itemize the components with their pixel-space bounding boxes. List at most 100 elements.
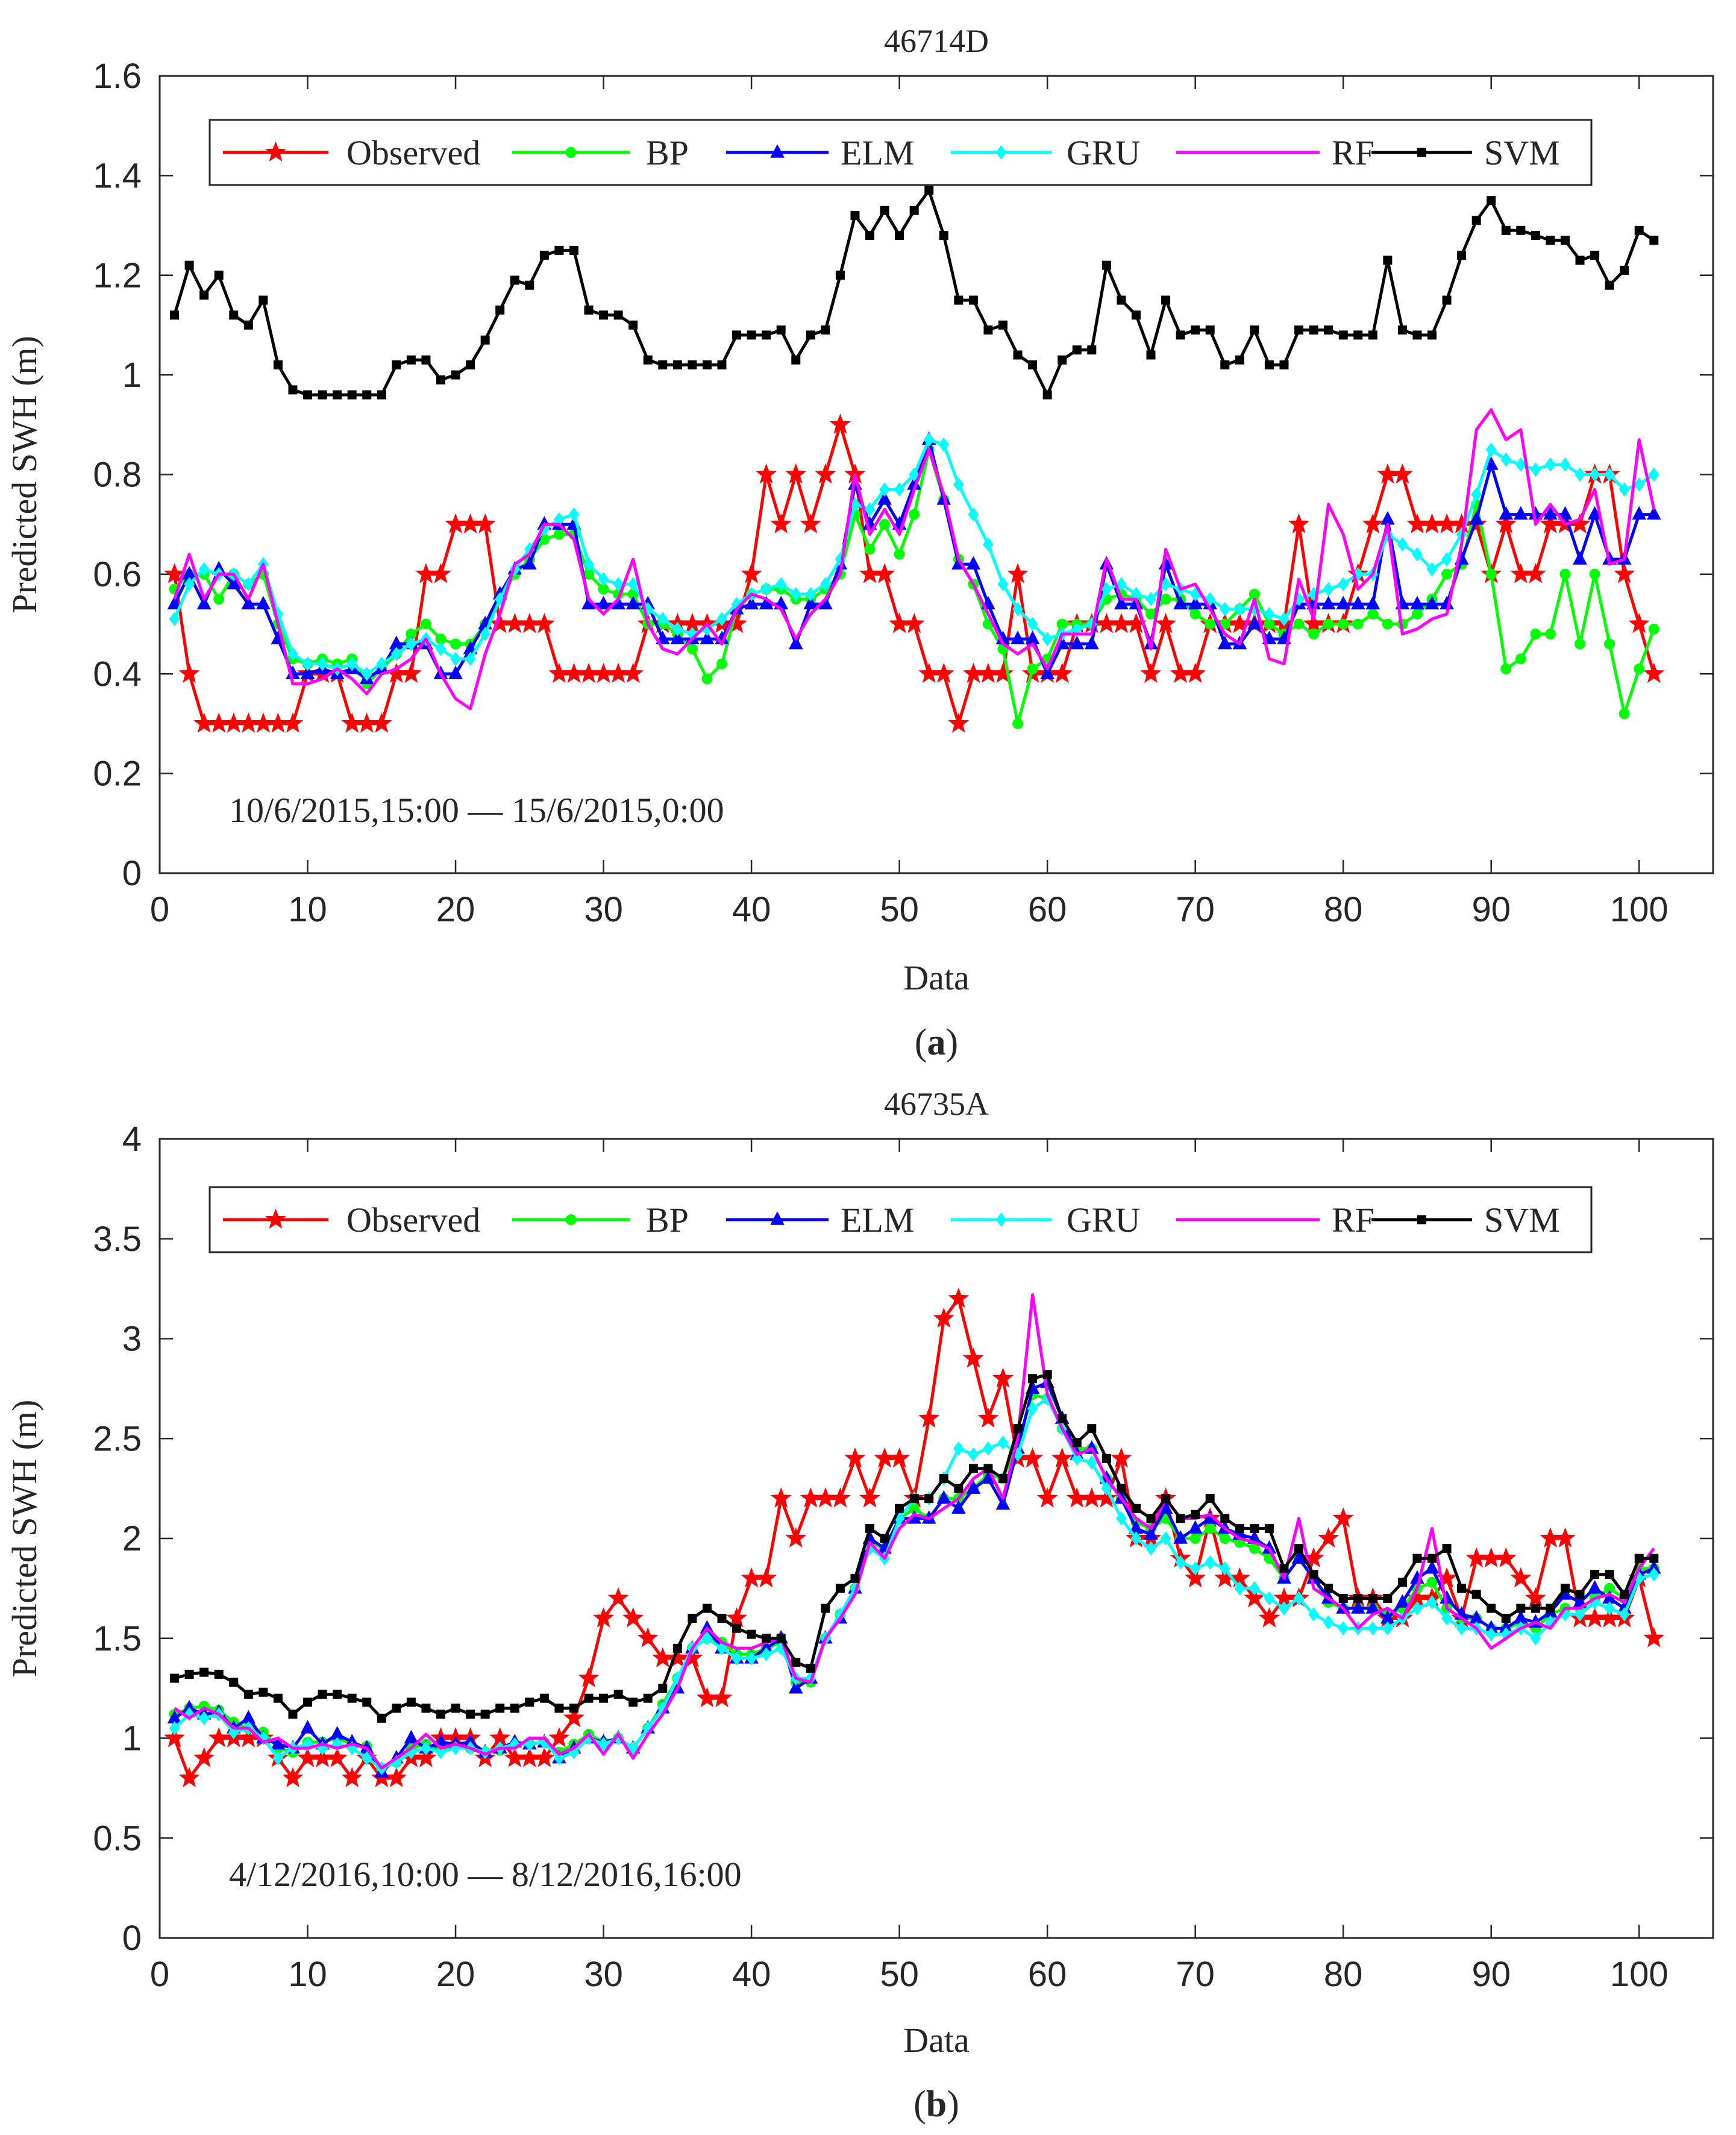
data-point-gru (731, 1651, 742, 1666)
data-point-gru (1485, 442, 1497, 457)
data-point-gru (968, 1447, 979, 1462)
data-point-svm (658, 360, 668, 370)
data-point-svm (170, 1673, 180, 1683)
panel-a: 46714D 0 10 20 30 40 50 60 70 80 90 100 0 0.2 0.4 0.6 0.… (5, 23, 1714, 1063)
data-point-svm (954, 1484, 964, 1493)
data-point-svm (1309, 1570, 1318, 1579)
data-point-gru (879, 482, 890, 497)
data-point-svm (1042, 1370, 1052, 1379)
data-point-bp (1648, 623, 1659, 635)
data-point-observed (386, 1767, 407, 1787)
data-point-observed (1288, 513, 1310, 534)
data-point-bp (1530, 629, 1541, 640)
data-point-observed (874, 563, 895, 583)
data-point-svm (1546, 236, 1555, 245)
data-point-svm (392, 1704, 401, 1713)
data-point-gru (1308, 1607, 1319, 1622)
data-point-svm (318, 1690, 327, 1699)
y-tick-label: 1 (122, 356, 142, 395)
data-point-svm (1531, 1604, 1540, 1613)
data-point-observed (563, 1707, 584, 1728)
data-point-svm (1397, 325, 1407, 335)
data-point-gru (1160, 577, 1171, 592)
data-point-svm (1028, 1374, 1038, 1384)
data-point-bp (1411, 609, 1423, 620)
data-point-svm (747, 1629, 756, 1639)
data-point-observed (164, 563, 186, 583)
data-point-svm (924, 186, 934, 195)
data-point-gru (1500, 452, 1512, 467)
data-point-svm (865, 231, 875, 240)
data-point-observed (992, 662, 1014, 683)
legend-box (208, 119, 1593, 186)
data-point-bp (1559, 568, 1571, 580)
data-point-svm (702, 1604, 712, 1613)
data-point-svm (628, 320, 638, 330)
x-tick-label: 20 (436, 1955, 475, 1994)
data-point-svm (406, 355, 416, 365)
data-point-svm (1294, 1544, 1304, 1553)
x-tick-label: 50 (880, 890, 919, 929)
data-point-observed (889, 1447, 910, 1468)
data-point-bp (450, 638, 462, 650)
data-point-bp (1634, 663, 1645, 674)
data-point-svm (643, 355, 653, 365)
data-point-svm (1205, 1494, 1215, 1503)
data-point-svm (1531, 231, 1540, 240)
data-point-svm (1279, 360, 1289, 370)
data-point-observed (933, 1307, 954, 1328)
data-point-gru (287, 647, 298, 662)
date-range-annotation: 4/12/2016,10:00 — 8/12/2016,16:00 (229, 1855, 742, 1894)
series-group (164, 186, 1665, 733)
data-point-elm (788, 635, 803, 650)
data-point-gru (1456, 1621, 1467, 1636)
data-point-svm (850, 211, 860, 221)
data-point-observed (430, 563, 452, 583)
data-point-gru (1604, 467, 1615, 482)
data-point-gru (1130, 1531, 1142, 1546)
data-point-observed (1628, 613, 1650, 633)
x-tick-label: 90 (1471, 890, 1511, 929)
data-point-gru (1027, 616, 1038, 632)
data-point-svm (895, 1503, 904, 1513)
data-point-elm (1499, 506, 1514, 520)
data-point-gru (1559, 457, 1571, 472)
data-point-bp (716, 658, 727, 669)
data-point-svm (170, 310, 180, 320)
data-point-gru (1279, 1601, 1289, 1616)
data-point-observed (1614, 563, 1635, 583)
data-point-gru (938, 437, 950, 452)
axes-frame (158, 1138, 1714, 1939)
data-point-elm (803, 595, 818, 610)
legend-label-rf: RF (1332, 1200, 1374, 1240)
series-group (164, 1287, 1665, 1787)
data-point-svm (362, 390, 372, 400)
data-point-observed (1185, 1567, 1206, 1588)
x-tick-label: 0 (150, 890, 169, 929)
date-range-annotation: 10/6/2015,15:00 — 15/6/2015,0:00 (229, 791, 724, 830)
data-point-svm (229, 1678, 239, 1687)
data-point-gru (701, 1631, 713, 1646)
data-point-gru (1175, 1555, 1186, 1570)
data-point-svm (1264, 360, 1274, 370)
data-point-svm (791, 1658, 801, 1667)
x-tick-label: 60 (1028, 1955, 1067, 1994)
data-point-svm (184, 260, 194, 270)
data-point-svm (1383, 1593, 1393, 1603)
data-point-gru (1441, 552, 1452, 566)
data-point-svm (510, 275, 519, 285)
data-point-elm (404, 1729, 419, 1744)
data-point-gru (760, 582, 772, 597)
data-point-svm (865, 1523, 875, 1533)
legend-marker-bp (565, 147, 577, 158)
legend-marker-observed (265, 1208, 287, 1229)
data-point-elm (1543, 506, 1558, 520)
data-point-gru (1071, 621, 1083, 636)
legend-label-svm: SVM (1484, 1200, 1560, 1240)
data-point-svm (569, 245, 578, 255)
data-point-gru (1426, 1595, 1438, 1610)
data-point-observed (533, 613, 555, 633)
data-point-observed (607, 1587, 629, 1608)
data-point-elm (744, 595, 759, 610)
data-point-svm (1383, 256, 1393, 265)
